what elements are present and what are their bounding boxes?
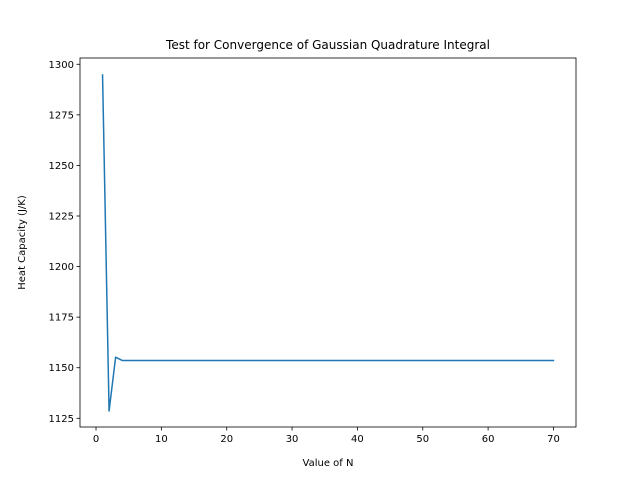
x-axis-label: Value of N xyxy=(303,458,354,469)
x-tick-label: 70 xyxy=(547,434,560,445)
y-tick-label: 1175 xyxy=(49,313,74,324)
x-tick-label: 60 xyxy=(482,434,495,445)
axis-ticks: 0 10 20 30 40 50 60 70 1125 1150 1175 1200 1225 1250 1… xyxy=(49,60,560,445)
x-tick-label: 20 xyxy=(220,434,233,445)
x-tick-label: 40 xyxy=(351,434,364,445)
y-tick-label: 1225 xyxy=(49,211,74,222)
chart-title: Test for Convergence of Gaussian Quadrat… xyxy=(165,38,490,52)
axes-frame xyxy=(79,57,577,428)
x-tick-label: 10 xyxy=(155,434,168,445)
series-line xyxy=(101,74,555,412)
x-tick-label: 30 xyxy=(286,434,299,445)
y-tick-label: 1275 xyxy=(49,110,74,121)
x-tick-label: 0 xyxy=(93,434,99,445)
y-tick-label: 1250 xyxy=(49,161,74,172)
x-tick-label: 50 xyxy=(416,434,429,445)
y-tick-label: 1300 xyxy=(49,60,74,71)
y-tick-label: 1150 xyxy=(49,363,74,374)
y-tick-label: 1125 xyxy=(49,414,74,425)
plot-area xyxy=(101,74,555,412)
y-tick-label: 1200 xyxy=(49,262,74,273)
y-axis-label: Heat Capacity (J/K) xyxy=(17,195,28,290)
